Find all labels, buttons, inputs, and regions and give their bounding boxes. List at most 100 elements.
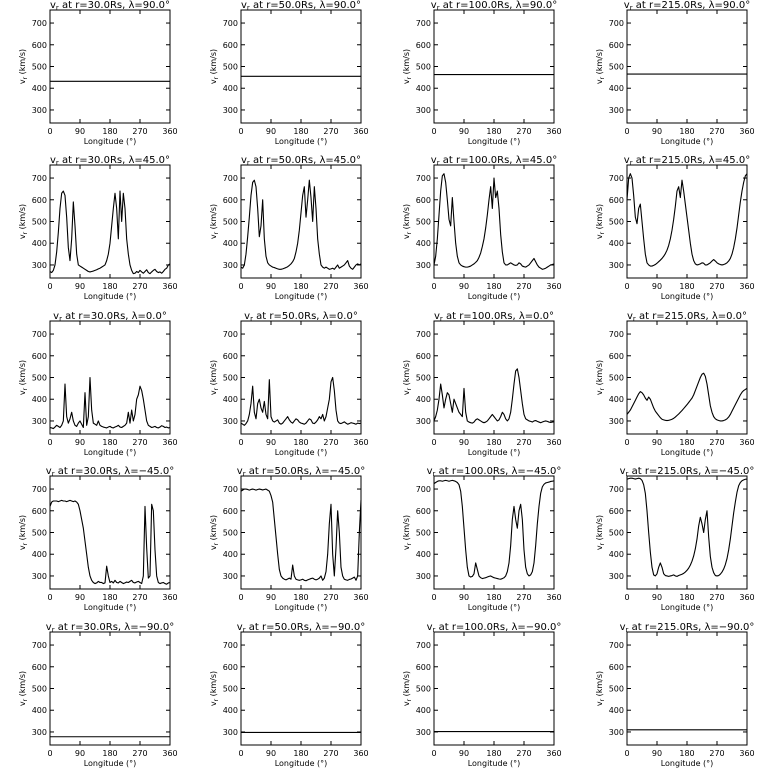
x-tick-label: 0: [431, 127, 436, 136]
panel-7: vr at r=100.0Rs, λ=45.0° 0 90 180 270 360 300 4…: [402, 155, 562, 301]
x-tick-label: 180: [679, 749, 694, 758]
plot-frame: [49, 320, 171, 435]
y-tick-label: 400: [416, 706, 431, 715]
panel-9: vr at r=30.0Rs, λ=0.0° 0 90 180 270 360 300 400…: [18, 311, 178, 457]
y-tick-label: 300: [223, 728, 238, 737]
panel-title: vr at r=215.0Rs, λ=−90.0°: [620, 622, 755, 634]
x-tick-label: 270: [516, 593, 531, 602]
y-axis-label: vr (km/s): [402, 204, 413, 239]
x-tick-label: 270: [132, 438, 147, 447]
x-tick-label: 90: [266, 127, 276, 136]
y-tick-label: 700: [223, 641, 238, 650]
series-line: [433, 479, 555, 580]
x-axis-label: Longitude (°): [661, 448, 714, 457]
x-tick-label: 180: [293, 438, 308, 447]
plot-frame: [433, 631, 555, 746]
panel-5: vr at r=30.0Rs, λ=45.0° 0 90 180 270 360 300 40…: [18, 155, 178, 301]
x-tick-label: 0: [431, 282, 436, 291]
x-tick-label: 270: [323, 593, 338, 602]
y-tick-label: 400: [609, 706, 624, 715]
y-axis-label: vr (km/s): [18, 49, 29, 84]
x-tick-label: 90: [75, 282, 85, 291]
panel-11: vr at r=100.0Rs, λ=0.0° 0 90 180 270 360 300 40…: [402, 311, 562, 457]
y-tick-label: 400: [609, 395, 624, 404]
y-tick-label: 300: [416, 728, 431, 737]
x-tick-label: 0: [47, 438, 52, 447]
panel-4: vr at r=215.0Rs, λ=90.0° 0 90 180 270 360 300 4…: [595, 0, 755, 146]
x-tick-label: 270: [132, 593, 147, 602]
y-tick-label: 600: [609, 663, 624, 672]
x-tick-label: 270: [516, 438, 531, 447]
panel-title: vr at r=50.0Rs, λ=−45.0°: [237, 466, 365, 478]
y-tick-label: 500: [609, 685, 624, 694]
x-tick-label: 360: [162, 282, 177, 291]
y-tick-label: 600: [223, 196, 238, 205]
x-tick-label: 90: [75, 127, 85, 136]
series-line: [240, 179, 362, 270]
series-line: [240, 488, 362, 582]
panel-title: vr at r=50.0Rs, λ=45.0°: [241, 155, 361, 167]
x-tick-label: 90: [266, 282, 276, 291]
x-axis-label: Longitude (°): [84, 759, 137, 768]
y-tick-label: 400: [416, 239, 431, 248]
y-tick-label: 400: [609, 550, 624, 559]
x-tick-label: 180: [293, 282, 308, 291]
y-tick-label: 700: [223, 330, 238, 339]
panel-12: vr at r=215.0Rs, λ=0.0° 0 90 180 270 360 300 40…: [595, 311, 755, 457]
y-tick-label: 300: [32, 728, 47, 737]
x-axis-label: Longitude (°): [468, 759, 521, 768]
panel-title: vr at r=215.0Rs, λ=0.0°: [627, 311, 747, 323]
y-axis-label: vr (km/s): [595, 49, 606, 84]
x-tick-label: 0: [238, 282, 243, 291]
x-tick-label: 0: [47, 127, 52, 136]
series-line: [626, 173, 748, 267]
y-tick-label: 700: [416, 330, 431, 339]
x-axis-label: Longitude (°): [275, 603, 328, 612]
y-tick-label: 300: [32, 417, 47, 426]
y-tick-label: 700: [32, 19, 47, 28]
y-tick-label: 700: [32, 485, 47, 494]
y-tick-label: 700: [223, 174, 238, 183]
y-tick-label: 400: [416, 395, 431, 404]
y-tick-label: 700: [223, 19, 238, 28]
y-tick-label: 400: [223, 550, 238, 559]
panel-title: vr at r=100.0Rs, λ=45.0°: [431, 155, 557, 167]
y-tick-label: 600: [416, 41, 431, 50]
y-tick-label: 700: [416, 19, 431, 28]
y-tick-label: 500: [32, 685, 47, 694]
series-line: [49, 190, 171, 275]
plot-frame: [240, 631, 362, 746]
y-tick-label: 300: [609, 106, 624, 115]
x-tick-label: 90: [459, 593, 469, 602]
y-axis-label: vr (km/s): [595, 515, 606, 550]
y-tick-label: 700: [32, 174, 47, 183]
y-tick-label: 400: [416, 84, 431, 93]
panel-title: vr at r=100.0Rs, λ=90.0°: [431, 0, 557, 12]
x-tick-label: 270: [132, 127, 147, 136]
panel-20: vr at r=215.0Rs, λ=−90.0° 0 90 180 270 360 300…: [595, 622, 755, 768]
y-axis-label: vr (km/s): [18, 671, 29, 706]
y-tick-label: 500: [609, 374, 624, 383]
y-tick-label: 600: [609, 41, 624, 50]
x-tick-label: 90: [266, 749, 276, 758]
y-tick-label: 300: [609, 261, 624, 270]
y-tick-label: 500: [223, 685, 238, 694]
y-tick-label: 500: [609, 529, 624, 538]
y-tick-label: 600: [416, 352, 431, 361]
y-tick-label: 600: [223, 663, 238, 672]
plot-frame: [240, 164, 362, 279]
x-tick-label: 180: [293, 593, 308, 602]
panel-title: vr at r=100.0Rs, λ=−90.0°: [427, 622, 562, 634]
x-tick-label: 180: [486, 127, 501, 136]
x-tick-label: 360: [162, 438, 177, 447]
x-tick-label: 90: [459, 127, 469, 136]
y-tick-label: 500: [223, 374, 238, 383]
panel-title: vr at r=215.0Rs, λ=45.0°: [624, 155, 750, 167]
x-tick-label: 270: [516, 127, 531, 136]
x-tick-label: 270: [709, 438, 724, 447]
series-line: [49, 376, 171, 430]
y-tick-label: 400: [223, 395, 238, 404]
x-tick-label: 0: [238, 593, 243, 602]
y-axis-label: vr (km/s): [402, 671, 413, 706]
x-tick-label: 0: [431, 593, 436, 602]
